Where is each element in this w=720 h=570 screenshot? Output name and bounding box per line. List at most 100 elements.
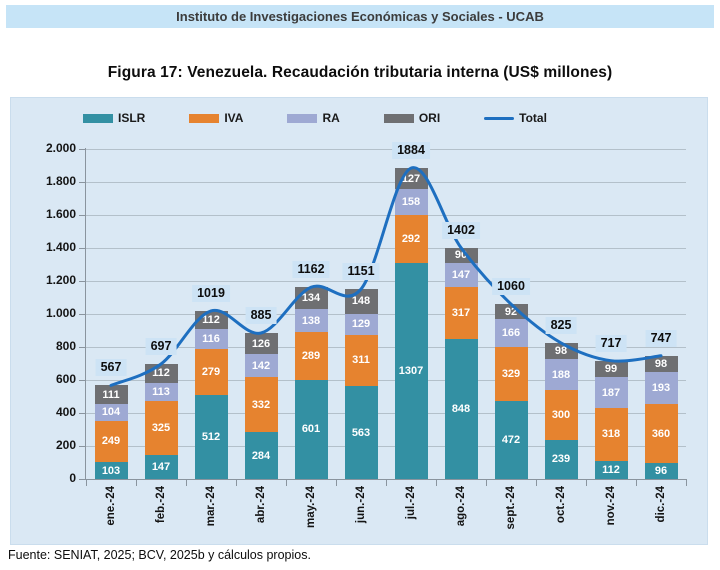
total-value-label: 885 [245,307,277,324]
y-axis-label: 0 [69,471,76,485]
gridline [86,380,686,381]
total-value-label: 747 [645,329,677,347]
x-axis-tick [686,480,687,486]
bar-segment-iva: 300 [544,390,578,440]
x-axis-label: feb.-24 [155,486,167,524]
y-axis-label: 1.000 [45,306,76,320]
y-axis-tick [79,446,85,447]
total-value-label: 717 [595,334,627,352]
x-axis-label: may.-24 [305,486,317,528]
bar-nov.-24: 112 318 187 99 [594,360,628,479]
legend-item-iva: IVA [189,111,243,125]
x-axis-label: dic.-24 [655,486,667,523]
y-axis-label: 400 [55,405,76,419]
y-axis-label: 2.000 [45,141,76,155]
x-axis-tick [586,480,587,486]
legend-item-ra: RA [287,111,340,125]
bar-segment-ori: 98 [644,355,678,373]
x-axis-tick [636,480,637,486]
gridline [86,281,686,282]
bar-segment-ra: 188 [544,359,578,391]
y-axis [85,148,86,480]
y-axis-label: 200 [55,438,76,452]
legend-swatch-total-line [484,116,515,120]
y-axis-tick [79,182,85,183]
bar-segment-ra: 138 [294,309,328,333]
gridline [86,149,686,150]
x-axis-label: mar.-24 [205,486,217,527]
x-axis-label: nov.-24 [605,486,617,526]
bar-segment-ra: 187 [594,377,628,408]
bar-mar.-24: 512 279 116 112 [194,310,228,479]
x-axis-tick [436,480,437,486]
y-axis-tick [79,413,85,414]
total-value-label: 1884 [392,142,430,160]
y-axis-label: 1.400 [45,240,76,254]
bar-ene.-24: 103 249 104 111 [94,385,128,479]
bar-segment-islr: 284 [244,432,278,479]
bar-segment-islr: 239 [544,439,578,479]
legend-item-ori: ORI [383,111,440,125]
x-axis-label: abr.-24 [255,486,267,524]
gridline [86,347,686,348]
x-axis-tick [486,480,487,486]
bar-sept.-24: 472 329 166 92 [494,304,528,479]
x-axis-tick [386,480,387,486]
bar-ago.-24: 848 317 147 90 [444,247,478,479]
bar-segment-islr: 848 [444,339,478,479]
bar-segment-islr: 96 [644,463,678,479]
y-axis-tick [79,347,85,348]
bar-abr.-24: 284 332 142 126 [244,333,278,479]
y-axis-tick [79,149,85,150]
bar-segment-ra: 129 [344,313,378,335]
y-axis-tick [79,281,85,282]
source-note: Fuente: SENIAT, 2025; BCV, 2025b y cálcu… [8,548,311,562]
bar-segment-iva: 325 [144,401,178,455]
chart: ISLR IVA RA ORI Total 0 200 400 600 800 1.000 1.20… [10,97,708,545]
y-axis-tick [79,248,85,249]
bar-segment-islr: 103 [94,462,128,479]
legend-label: ISLR [118,111,146,125]
x-axis-label: jul.-24 [405,486,417,520]
y-axis-label: 1.200 [45,273,76,287]
total-value-label: 1019 [192,284,230,302]
x-axis-tick [236,480,237,486]
bar-segment-ori: 99 [594,360,628,378]
x-axis-label: oct.-24 [555,486,567,524]
legend-swatch-islr [83,113,113,123]
header-title: Instituto de Investigaciones Económicas … [176,9,544,24]
x-axis [85,479,687,480]
gridline [86,413,686,414]
legend-item-total: Total [484,111,547,125]
x-axis-label: ago.-24 [455,486,467,527]
y-axis-label: 1.600 [45,207,76,221]
legend-label: IVA [224,111,244,125]
bar-segment-iva: 292 [394,215,428,264]
total-value-label: 697 [145,338,177,355]
gridline [86,215,686,216]
x-axis-label: sept.-24 [505,486,517,530]
bar-jun.-24: 563 311 129 148 [344,289,378,479]
x-axis-tick [136,480,137,486]
legend-swatch-iva [189,113,220,123]
bar-segment-islr: 512 [194,394,228,479]
bar-jul.-24: 1307 292 158 127 [394,168,428,479]
bar-segment-ra: 116 [194,329,228,349]
plot-area: 0 200 400 600 800 1.000 1.200 1.400 1.600 1.800 2.… [46,141,687,529]
bar-segment-iva: 318 [594,408,628,461]
total-value-label: 567 [95,359,127,377]
gridline [86,182,686,183]
x-axis-label: jun.-24 [355,486,367,524]
total-value-label: 1402 [442,221,480,239]
bar-segment-iva: 360 [644,403,678,464]
legend-swatch-ori [383,113,414,123]
bar-segment-ra: 147 [444,262,478,287]
gridline [86,314,686,315]
y-axis-label: 800 [55,339,76,353]
bar-segment-islr: 1307 [394,263,428,479]
gridline [86,248,686,249]
total-value-label: 1060 [492,278,530,296]
bar-segment-islr: 472 [494,401,528,479]
bar-segment-iva: 317 [444,286,478,340]
